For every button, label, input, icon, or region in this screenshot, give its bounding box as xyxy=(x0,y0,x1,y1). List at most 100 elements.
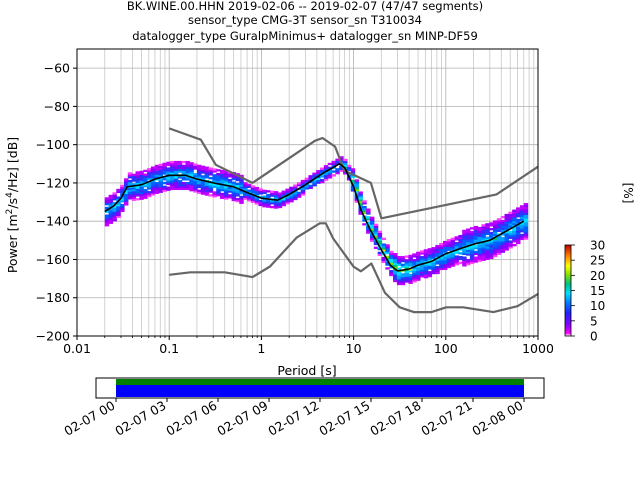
histogram-cell xyxy=(143,192,148,196)
histogram-cell xyxy=(416,270,421,274)
histogram-cell xyxy=(496,252,502,255)
histogram-cell xyxy=(373,240,379,244)
histogram-cell xyxy=(450,251,456,254)
histogram-cell xyxy=(135,175,140,178)
histogram-cell xyxy=(289,194,294,197)
histogram-cell xyxy=(450,247,456,250)
histogram-cell xyxy=(519,205,525,208)
histogram-cell xyxy=(492,252,498,256)
histogram-cell xyxy=(412,266,417,270)
histogram-cell xyxy=(147,194,152,198)
histogram-cell xyxy=(523,203,529,206)
histogram-cell xyxy=(135,171,140,174)
histogram-cell xyxy=(258,201,263,205)
histogram-cell xyxy=(112,192,117,195)
histogram-cell xyxy=(439,263,444,267)
histogram-cell xyxy=(419,265,425,268)
histogram-cell xyxy=(369,224,375,227)
histogram-cell xyxy=(235,199,240,203)
histogram-cell xyxy=(362,219,367,222)
histogram-cell xyxy=(481,247,486,250)
histogram-cell xyxy=(492,233,498,237)
histogram-cell xyxy=(170,172,175,175)
histogram-cell xyxy=(435,266,440,269)
histogram-cell xyxy=(519,233,525,237)
histogram-cell xyxy=(189,169,194,173)
histogram-cell xyxy=(443,256,448,259)
histogram-cell xyxy=(377,232,383,235)
histogram-cell xyxy=(450,262,456,265)
histogram-cell xyxy=(508,225,513,228)
histogram-cell xyxy=(466,253,471,256)
histogram-cell xyxy=(231,177,237,181)
histogram-cell xyxy=(473,252,479,256)
histogram-cell xyxy=(304,187,310,190)
histogram-cell xyxy=(147,191,152,194)
histogram-cell xyxy=(339,169,344,172)
histogram-cell xyxy=(404,259,410,262)
histogram-cell xyxy=(154,182,160,185)
histogram-cell xyxy=(389,258,394,261)
histogram-cell xyxy=(154,170,160,173)
histogram-cell xyxy=(143,185,148,188)
histogram-cell xyxy=(216,178,221,182)
histogram-cell xyxy=(416,259,421,262)
histogram-cell xyxy=(216,180,221,183)
histogram-cell xyxy=(350,175,356,179)
histogram-cell xyxy=(181,160,187,164)
histogram-cell xyxy=(166,182,171,186)
histogram-cell xyxy=(320,171,325,174)
histogram-cell xyxy=(385,267,390,270)
histogram-cell xyxy=(423,253,429,256)
histogram-cell xyxy=(458,242,463,245)
histogram-cell xyxy=(496,239,502,242)
histogram-cell xyxy=(162,170,167,173)
histogram-cell xyxy=(489,235,494,239)
histogram-cell xyxy=(243,187,248,191)
histogram-cell xyxy=(377,236,383,239)
histogram-cell xyxy=(327,162,333,166)
histogram-cell xyxy=(197,191,202,194)
histogram-cell xyxy=(112,213,117,216)
histogram-cell xyxy=(220,175,225,178)
histogram-cell xyxy=(139,172,144,176)
histogram-cell xyxy=(466,238,471,241)
histogram-cell xyxy=(308,175,313,178)
histogram-cell xyxy=(127,189,133,192)
histogram-cell xyxy=(273,200,279,203)
histogram-cell xyxy=(496,223,502,227)
histogram-cell xyxy=(173,176,179,179)
histogram-cell xyxy=(481,226,486,229)
histogram-cell xyxy=(508,242,513,245)
histogram-cell xyxy=(197,172,202,175)
histogram-cell xyxy=(185,164,190,168)
histogram-cell xyxy=(404,274,410,277)
histogram-cell xyxy=(331,174,336,177)
histogram-cell xyxy=(396,278,402,282)
histogram-cell xyxy=(477,240,483,243)
histogram-cell xyxy=(254,188,260,192)
histogram-cell xyxy=(127,176,133,179)
histogram-cell xyxy=(523,233,529,236)
histogram-cell xyxy=(435,252,440,255)
histogram-cell xyxy=(339,156,344,159)
histogram-cell xyxy=(108,200,114,203)
histogram-cell xyxy=(454,257,459,260)
histogram-cell xyxy=(512,215,517,218)
histogram-cell xyxy=(135,178,140,182)
histogram-cell xyxy=(439,250,444,253)
histogram-cell xyxy=(170,187,175,191)
histogram-cell xyxy=(150,181,156,185)
histogram-cell xyxy=(273,206,279,209)
title-line-2: sensor_type CMG-3T sensor_sn T310034 xyxy=(188,13,422,27)
histogram-cell xyxy=(481,256,486,259)
histogram-cell xyxy=(143,169,148,173)
histogram-cell xyxy=(104,199,110,202)
histogram-cell xyxy=(335,168,340,171)
histogram-cell xyxy=(393,262,398,265)
histogram-cell xyxy=(462,231,467,234)
histogram-cell xyxy=(485,255,490,259)
histogram-cell xyxy=(408,275,413,279)
histogram-cell xyxy=(427,259,433,262)
histogram-cell xyxy=(462,250,467,254)
